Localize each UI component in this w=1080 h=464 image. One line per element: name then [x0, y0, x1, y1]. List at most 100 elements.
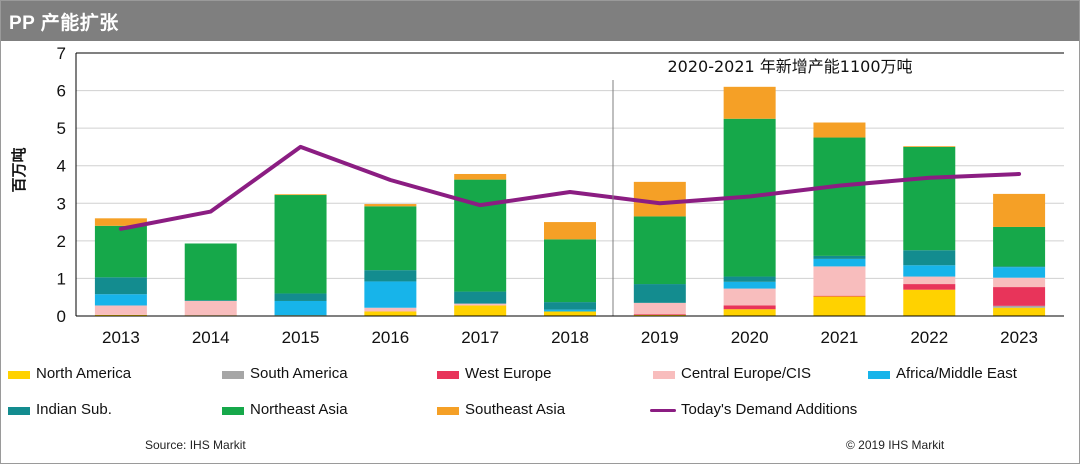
demand-line-layer: [118, 144, 1022, 231]
y-tick-label: 3: [57, 194, 66, 213]
bar-segment: [993, 266, 1046, 268]
bar-segment: [544, 222, 596, 240]
bar-segment: [993, 226, 1046, 267]
x-tick-label: 2018: [551, 328, 589, 347]
x-tick-label: 2020: [731, 328, 769, 347]
bar-segment: [94, 225, 147, 278]
legend-swatch: [8, 407, 30, 415]
y-tick-label: 2: [57, 232, 66, 251]
bar-segment: [813, 258, 866, 267]
demand-line: [118, 144, 1022, 231]
legend-swatch: [222, 371, 244, 379]
bar-segment: [94, 218, 147, 226]
bar-segment: [633, 302, 686, 315]
bar-segment: [633, 314, 686, 316]
chart-annotation: 2020-2021 年新增产能1100万吨: [667, 57, 912, 76]
bar-segment: [94, 277, 147, 295]
copyright-note: © 2019 IHS Markit: [846, 438, 945, 452]
y-tick-label: 7: [57, 44, 66, 63]
bar-segment: [544, 302, 596, 310]
bar-segment: [903, 276, 956, 285]
bar-segment: [633, 216, 686, 285]
legend-swatch: [653, 371, 675, 379]
y-tick-label: 1: [57, 269, 66, 288]
bar-segment: [813, 255, 866, 259]
bar-segment: [813, 266, 866, 296]
bar-segment: [454, 173, 507, 180]
bar-segment: [903, 146, 956, 251]
bar-segment: [723, 305, 776, 310]
bar-segment: [274, 194, 327, 196]
y-tick-label: 5: [57, 119, 66, 138]
bar-segment: [993, 277, 1046, 288]
bar-segment: [544, 309, 596, 312]
legend-label: Africa/Middle East: [896, 365, 1017, 382]
bar-segment: [993, 267, 1046, 278]
legend-line-swatch: [650, 409, 676, 412]
y-tick-label: 6: [57, 82, 66, 101]
bar-segment: [184, 300, 237, 301]
x-tick-label: 2015: [282, 328, 320, 347]
bar-segment: [903, 284, 956, 290]
bar-segment: [94, 305, 147, 315]
bar-segment: [993, 305, 1046, 308]
bar-segment: [454, 291, 507, 304]
bar-segment: [993, 287, 1046, 306]
x-tick-label: 2016: [371, 328, 409, 347]
source-note: Source: IHS Markit: [145, 438, 246, 452]
legend-label: Southeast Asia: [465, 401, 566, 418]
bar-segment: [813, 122, 866, 138]
x-tick-label: 2021: [821, 328, 859, 347]
bar-segment: [274, 195, 327, 294]
bar-segment: [364, 206, 417, 271]
bar-segment: [94, 294, 147, 306]
bar-segment: [813, 137, 866, 256]
legend-swatch: [437, 407, 459, 415]
bar-segment: [813, 296, 866, 316]
bar-segment: [364, 311, 417, 316]
bar-segment: [364, 307, 417, 312]
bar-segment: [94, 314, 147, 316]
bar-segment: [633, 284, 686, 303]
bar-segment: [723, 281, 776, 289]
bar-segment: [454, 303, 507, 306]
x-tick-label: 2022: [910, 328, 948, 347]
legend-swatch: [8, 371, 30, 379]
legend-label: Central Europe/CIS: [681, 365, 812, 382]
y-axis-label: 百万吨: [10, 147, 28, 192]
x-tick-label: 2017: [461, 328, 499, 347]
bar-segment: [364, 270, 417, 282]
bar-segment: [544, 239, 596, 303]
bar-segment: [544, 311, 596, 316]
legend-swatch: [868, 371, 890, 379]
legend-label: North America: [36, 365, 132, 382]
y-tick-labels: 0 1 2 3 4 5 6 7: [57, 44, 66, 326]
bar-segment: [993, 193, 1046, 227]
bar-segment: [903, 250, 956, 266]
bar-segment: [903, 146, 956, 147]
legend-label: Northeast Asia: [250, 401, 348, 418]
legend-label: South America: [250, 365, 348, 382]
bar-segment: [274, 293, 327, 301]
legend-label: Today's Demand Additions: [681, 401, 858, 418]
x-tick-labels: 2013 2014 2015 2016 2017 2018 2019 2020 2021 2022…: [102, 328, 1038, 347]
x-tick-label: 2023: [1000, 328, 1038, 347]
bar-segment: [723, 276, 776, 282]
legend-label: Indian Sub.: [36, 401, 112, 418]
bar-segment: [903, 265, 956, 277]
bar-segment: [364, 204, 417, 207]
x-tick-label: 2013: [102, 328, 140, 347]
legend-swatch: [437, 371, 459, 379]
bar-segment: [723, 288, 776, 306]
bar-segment: [993, 307, 1046, 316]
header-bar: PP 产能扩张: [1, 1, 1079, 41]
grid-lines: [76, 90, 1064, 279]
bar-segment: [184, 300, 237, 316]
x-tick-label: 2019: [641, 328, 679, 347]
page-title: PP 产能扩张: [9, 13, 119, 34]
x-tick-label: 2014: [192, 328, 230, 347]
bar-stacks: [94, 86, 1046, 316]
bar-segment: [184, 243, 237, 301]
